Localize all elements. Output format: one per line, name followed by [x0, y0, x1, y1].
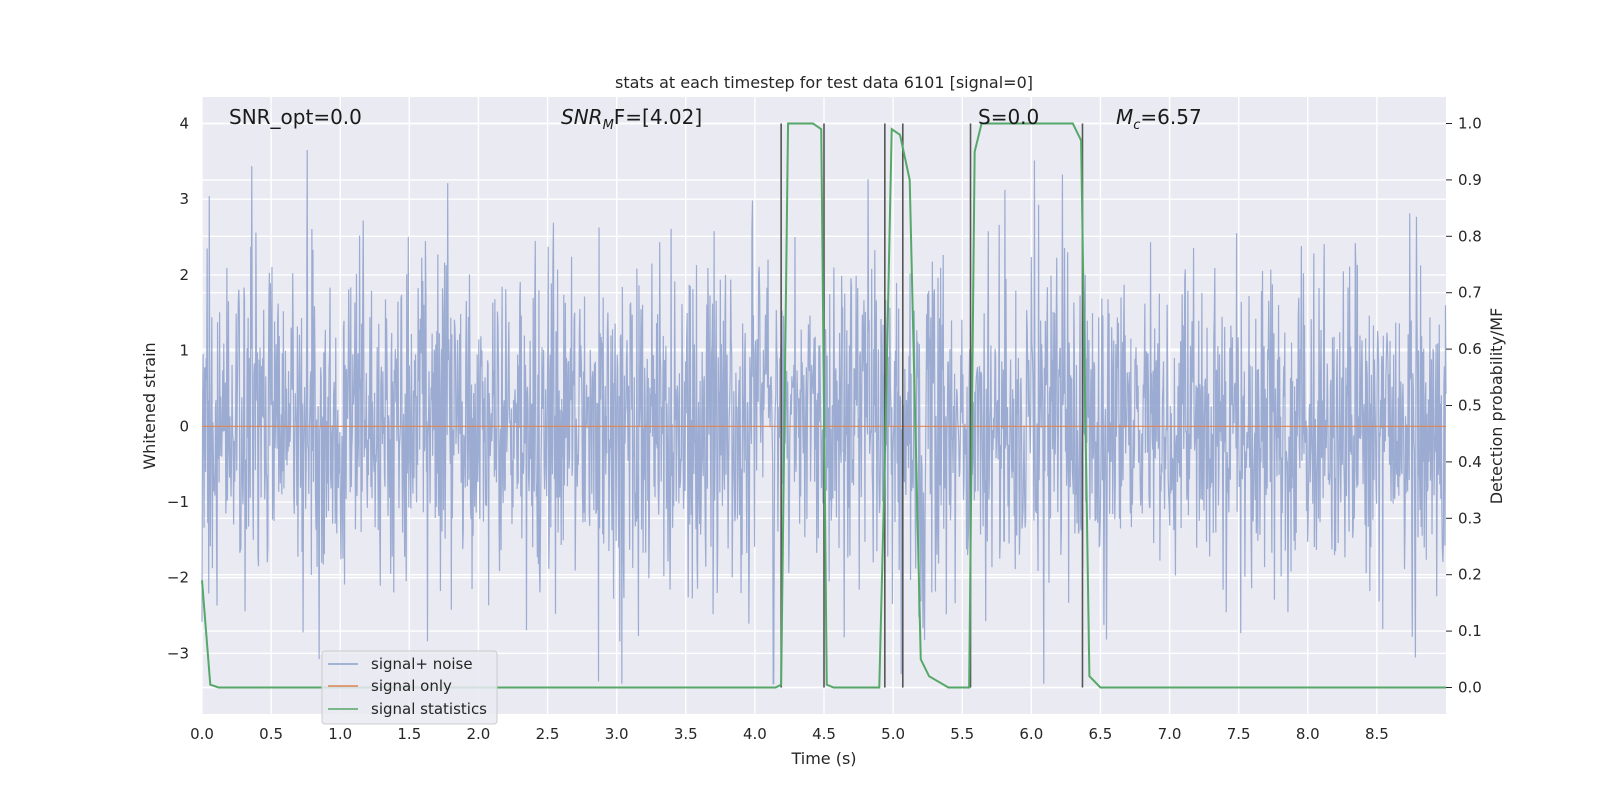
annotation-mc: Mc=6.57 [1116, 105, 1202, 133]
annotation-snr-opt: SNR_opt=0.0 [229, 105, 362, 129]
y-axis-label: Whitened strain [140, 342, 159, 469]
x-tick-label: 4.0 [743, 725, 767, 743]
y-tick-label: 3 [179, 190, 189, 208]
annotation-snr-mf-sub: M [603, 118, 614, 133]
x-axis-label: Time (s) [790, 749, 856, 768]
annotation-snr-mf-suffix: F=[4.02] [614, 105, 702, 129]
y-tick-label: 0 [179, 417, 189, 435]
annotation-mc-prefix: M [1116, 105, 1133, 129]
x-tick-label: 8.5 [1365, 725, 1389, 743]
y2-tick-label: 0.2 [1458, 566, 1482, 584]
y-tick-label: −1 [167, 493, 189, 511]
y2-tick-label: 0.5 [1458, 397, 1482, 415]
x-tick-label: 4.5 [812, 725, 836, 743]
y2-tick-label: 0.4 [1458, 453, 1482, 471]
x-tick-label: 1.5 [397, 725, 421, 743]
x-tick-label: 6.0 [1019, 725, 1043, 743]
annotation-mc-suffix: =6.57 [1140, 105, 1201, 129]
annotation-snr-mf: SNRMF=[4.02] [561, 105, 702, 133]
x-tick-label: 1.0 [328, 725, 352, 743]
y-tick-label: −2 [167, 569, 189, 587]
x-axis-ticks: 0.0 0.5 1.0 1.5 2.0 2.5 3.0 3.5 4.0 4.5 5.0 5.5 6.0 6… [190, 725, 1389, 743]
y2-tick-label: 0.9 [1458, 171, 1482, 189]
y2-tick-label: 0.6 [1458, 340, 1482, 358]
y2-tick-label: 0.0 [1458, 678, 1482, 696]
x-tick-label: 0.5 [259, 725, 283, 743]
y-tick-label: −3 [167, 644, 189, 662]
x-tick-label: 7.0 [1158, 725, 1182, 743]
y2-tick-label: 1.0 [1458, 115, 1482, 133]
legend-label-signal-statistics: signal statistics [371, 700, 487, 718]
x-tick-label: 2.0 [467, 725, 491, 743]
x-tick-label: 6.5 [1089, 725, 1113, 743]
y-tick-label: 2 [179, 266, 189, 284]
chart-title: stats at each timestep for test data 610… [615, 73, 1033, 92]
annotation-mc-sub: c [1133, 118, 1140, 133]
annotation-s: S=0.0 [978, 105, 1039, 129]
y2-tick-label: 0.8 [1458, 227, 1482, 245]
y-tick-label: 4 [179, 114, 189, 132]
x-tick-label: 8.0 [1296, 725, 1320, 743]
annotation-snr-mf-prefix: SNR [561, 105, 603, 129]
y2-axis-ticks: 0.0 0.1 0.2 0.3 0.4 0.5 0.6 0.7 0.8 0.9 1.0 [1446, 115, 1482, 697]
legend-label-noise: signal+ noise [371, 655, 473, 673]
x-tick-label: 0.0 [190, 725, 214, 743]
legend: signal+ noise signal only signal statist… [322, 651, 497, 724]
x-tick-label: 7.5 [1227, 725, 1251, 743]
y-axis-ticks: −3 −2 −1 0 1 2 3 4 [167, 114, 189, 662]
legend-label-signal-only: signal only [371, 677, 452, 695]
x-tick-label: 3.5 [674, 725, 698, 743]
x-tick-label: 2.5 [536, 725, 560, 743]
x-tick-label: 5.0 [881, 725, 905, 743]
y2-tick-label: 0.1 [1458, 622, 1482, 640]
y2-tick-label: 0.7 [1458, 284, 1482, 302]
y2-axis-label: Detection probability/MF [1487, 308, 1506, 505]
x-tick-label: 3.0 [605, 725, 629, 743]
x-tick-label: 5.5 [950, 725, 974, 743]
y-tick-label: 1 [179, 342, 189, 360]
y2-tick-label: 0.3 [1458, 509, 1482, 527]
